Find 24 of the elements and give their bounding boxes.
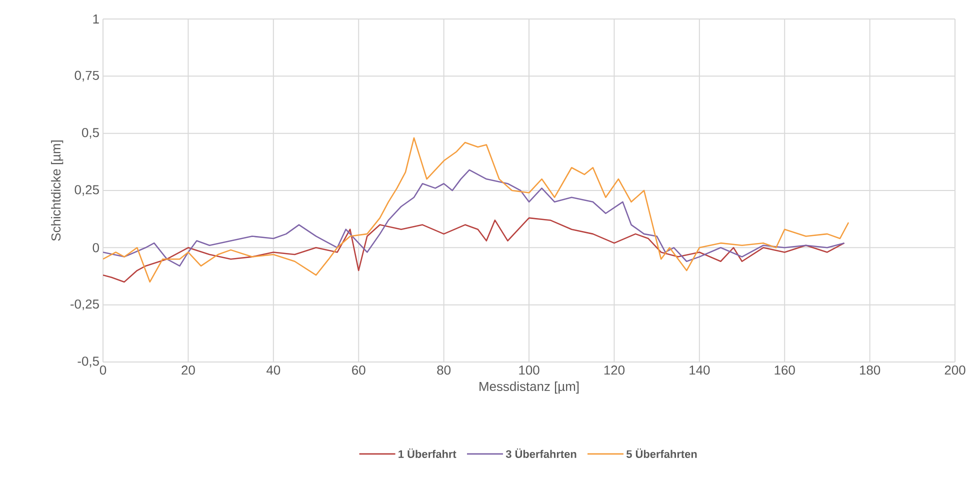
x-tick-label: 180 — [860, 366, 880, 375]
x-tick-label: 20 — [182, 366, 195, 375]
y-tick-label: -0,25 — [70, 299, 99, 310]
x-tick-label: 40 — [266, 366, 280, 375]
line-series — [103, 217, 845, 283]
y-tick-label: 0 — [92, 243, 99, 252]
y-axis-title: Schichtdicke [µm] — [51, 140, 64, 241]
x-tick-label: 120 — [604, 366, 625, 375]
legend-label: 5 Überfahrten — [626, 448, 697, 458]
x-tick-label: 100 — [519, 366, 540, 375]
x-tick-label: 0 — [100, 366, 106, 375]
y-tick-label: 0,25 — [74, 185, 99, 196]
x-tick-label: 140 — [690, 366, 710, 375]
x-axis-title: Messdistanz [µm] — [480, 382, 579, 394]
y-tick-label: 0,75 — [74, 70, 99, 82]
y-tick-label: 0,5 — [82, 128, 99, 139]
y-tick-label: -0,5 — [78, 356, 99, 368]
x-tick-label: 60 — [352, 366, 366, 375]
y-tick-label: 1 — [93, 14, 99, 24]
legend-label: 3 Überfahrten — [506, 448, 576, 458]
x-tick-label: 160 — [774, 366, 795, 375]
legend-label: 1 Überfahrt — [398, 448, 456, 458]
x-tick-label: 80 — [437, 366, 451, 375]
x-tick-label: 200 — [944, 366, 966, 375]
